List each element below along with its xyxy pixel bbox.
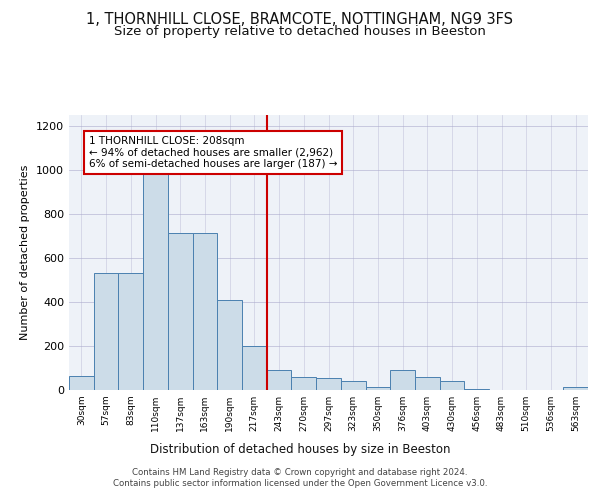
Bar bbox=[69, 376, 94, 390]
Bar bbox=[143, 170, 168, 390]
Bar bbox=[217, 300, 242, 390]
Bar bbox=[118, 274, 143, 390]
Bar bbox=[267, 370, 292, 390]
Bar bbox=[242, 346, 267, 390]
Bar bbox=[168, 232, 193, 390]
Text: 1, THORNHILL CLOSE, BRAMCOTE, NOTTINGHAM, NG9 3FS: 1, THORNHILL CLOSE, BRAMCOTE, NOTTINGHAM… bbox=[86, 12, 514, 28]
Bar bbox=[316, 378, 341, 390]
Text: Contains HM Land Registry data © Crown copyright and database right 2024.
Contai: Contains HM Land Registry data © Crown c… bbox=[113, 468, 487, 487]
Text: Size of property relative to detached houses in Beeston: Size of property relative to detached ho… bbox=[114, 25, 486, 38]
Bar bbox=[563, 387, 588, 390]
Bar bbox=[193, 232, 217, 390]
Text: Distribution of detached houses by size in Beeston: Distribution of detached houses by size … bbox=[150, 442, 450, 456]
Bar bbox=[440, 381, 464, 390]
Bar bbox=[94, 274, 118, 390]
Bar bbox=[390, 370, 415, 390]
Bar bbox=[341, 381, 365, 390]
Bar bbox=[415, 377, 440, 390]
Bar bbox=[292, 377, 316, 390]
Y-axis label: Number of detached properties: Number of detached properties bbox=[20, 165, 31, 340]
Bar bbox=[365, 387, 390, 390]
Text: 1 THORNHILL CLOSE: 208sqm
← 94% of detached houses are smaller (2,962)
6% of sem: 1 THORNHILL CLOSE: 208sqm ← 94% of detac… bbox=[89, 136, 337, 169]
